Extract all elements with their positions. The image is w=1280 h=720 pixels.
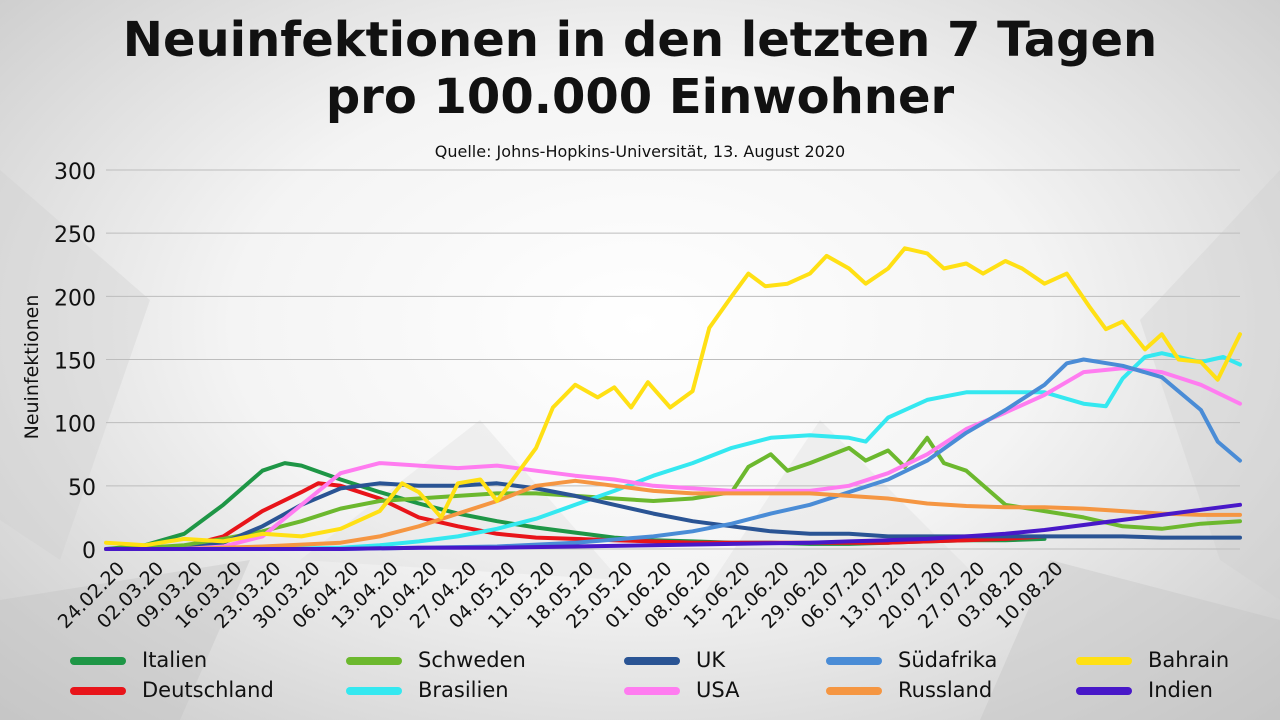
- legend-label: USA: [696, 678, 740, 702]
- legend-swatch: [1076, 657, 1132, 665]
- series-line-bahrain: [104, 246, 1242, 548]
- series-line-uk: [104, 481, 1242, 551]
- legend-swatch: [1076, 687, 1132, 695]
- legend-label: Russland: [898, 678, 993, 702]
- legend-label: Brasilien: [418, 678, 509, 702]
- series-lines: [104, 246, 1242, 551]
- y-tick-label: 250: [54, 223, 96, 248]
- legend-label: Deutschland: [142, 678, 274, 702]
- legend-swatch: [70, 657, 126, 665]
- series-line-brasilien: [104, 351, 1242, 551]
- y-tick-label: 200: [54, 286, 96, 311]
- legend-swatch: [624, 687, 680, 695]
- legend-swatch: [346, 687, 402, 695]
- chart-legend: Italien Deutschland Schweden Brasilien UK USA…: [0, 646, 1280, 712]
- y-tick-label: 100: [54, 413, 96, 438]
- y-tick-label: 0: [82, 539, 96, 564]
- series-line-usa: [104, 366, 1242, 551]
- y-tick-label: 50: [68, 476, 96, 501]
- legend-label: Schweden: [418, 648, 526, 672]
- legend-label: Italien: [142, 648, 208, 672]
- y-axis-ticks: 0 50 100 150 200 250 300: [54, 160, 96, 564]
- legend-label: UK: [696, 648, 726, 672]
- x-axis-ticks: 24.02.2002.03.2009.03.2016.03.2023.03.20…: [54, 558, 1068, 633]
- chart-title: Neuinfektionen in den letzten 7 Tagen pr…: [0, 12, 1280, 126]
- chart-title-line-2: pro 100.000 Einwohner: [325, 69, 955, 125]
- legend-label: Indien: [1148, 678, 1213, 702]
- legend-swatch: [826, 687, 882, 695]
- legend-swatch: [826, 657, 882, 665]
- y-axis-label: Neuinfektionen: [21, 295, 43, 440]
- y-tick-label: 150: [54, 350, 96, 375]
- y-tick-label: 300: [54, 160, 96, 185]
- chart-source: Quelle: Johns-Hopkins-Universität, 13. A…: [434, 142, 846, 161]
- series-line-russland: [104, 478, 1242, 551]
- legend-swatch: [70, 687, 126, 695]
- chart-title-line-1: Neuinfektionen in den letzten 7 Tagen: [122, 12, 1158, 68]
- legend-swatch: [624, 657, 680, 665]
- legend-label: Südafrika: [898, 648, 998, 672]
- series-line-deutschland: [104, 481, 1047, 551]
- legend-swatch: [346, 657, 402, 665]
- legend-label: Bahrain: [1148, 648, 1230, 672]
- series-line-indien: [104, 502, 1242, 551]
